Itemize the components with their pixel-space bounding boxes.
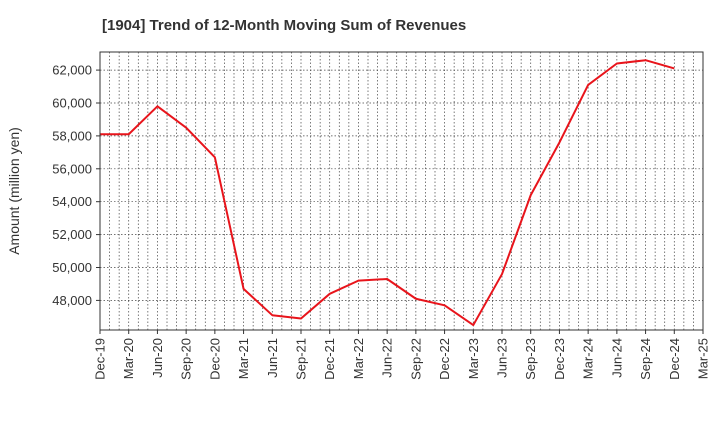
x-tick-label: Dec-24 — [667, 338, 682, 380]
x-tick-label: Jun-20 — [150, 338, 165, 378]
x-tick-label: Dec-23 — [552, 338, 567, 380]
y-tick-label: 56,000 — [52, 161, 92, 176]
x-tick-label: Sep-22 — [408, 338, 423, 380]
series-group — [100, 59, 675, 327]
x-tick-label: Mar-25 — [696, 338, 711, 379]
series-line — [100, 59, 675, 327]
y-axis-label: Amount (million yen) — [6, 127, 22, 255]
x-tick-label: Dec-21 — [322, 338, 337, 380]
x-tick-label: Dec-22 — [437, 338, 452, 380]
y-tick-label: 62,000 — [52, 63, 92, 78]
x-tick-label: Dec-20 — [207, 338, 222, 380]
x-tick-label: Jun-21 — [265, 338, 280, 378]
y-tick-label: 54,000 — [52, 194, 92, 209]
x-tick-label: Sep-20 — [179, 338, 194, 380]
x-tick-label: Mar-21 — [236, 338, 251, 379]
y-tick-label: 60,000 — [52, 95, 92, 110]
y-tick-label: 52,000 — [52, 227, 92, 242]
x-tick-label: Sep-21 — [294, 338, 309, 380]
y-tick-label: 58,000 — [52, 128, 92, 143]
grid — [100, 52, 703, 330]
x-tick-label: Jun-22 — [380, 338, 395, 378]
x-tick-label: Dec-19 — [93, 338, 108, 380]
x-axis: Dec-19 Mar-20 Jun-20 Sep-20 Dec-20 Mar-21 Jun-… — [93, 330, 711, 380]
x-tick-label: Sep-24 — [638, 338, 653, 380]
chart-title: [1904] Trend of 12-Month Moving Sum of R… — [102, 17, 466, 34]
x-tick-label: Jun-23 — [495, 338, 510, 378]
x-tick-label: Mar-20 — [121, 338, 136, 379]
plot-frame — [99, 51, 704, 331]
y-tick-label: 48,000 — [52, 293, 92, 308]
y-tick-label: 50,000 — [52, 260, 92, 275]
x-tick-label: Mar-22 — [351, 338, 366, 379]
y-axis: 48,000 50,000 52,000 54,000 56,000 58,000 60,0… — [52, 63, 100, 308]
x-tick-label: Mar-23 — [466, 338, 481, 379]
x-tick-label: Mar-24 — [581, 338, 596, 379]
x-tick-label: Sep-23 — [523, 338, 538, 380]
x-tick-label: Jun-24 — [609, 338, 624, 378]
